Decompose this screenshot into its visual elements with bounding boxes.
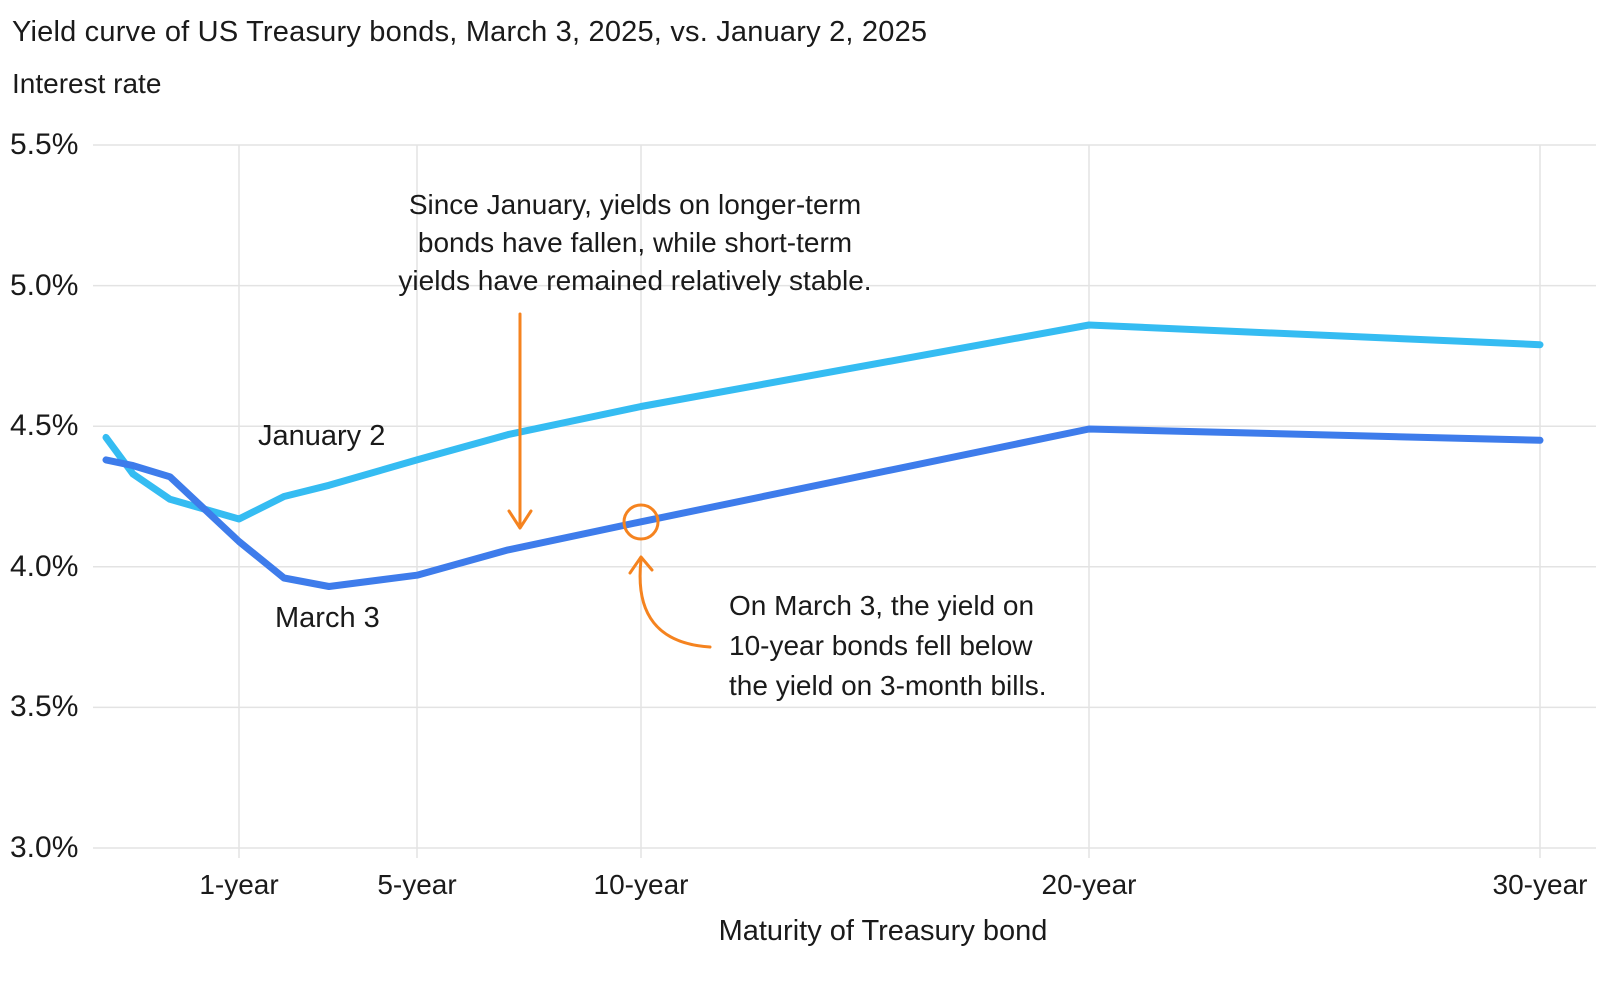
curved-arrow-line	[638, 558, 712, 649]
y-tick-label: 3.0%	[10, 831, 79, 864]
down-arrow-head-icon	[507, 509, 533, 530]
y-tick-label: 3.5%	[10, 690, 79, 724]
y-tick-label: 4.0%	[10, 549, 79, 583]
series-line-january-2	[102, 321, 1544, 523]
y-axis-label: Interest rate	[12, 68, 162, 99]
x-tick-label: 5-year	[377, 869, 457, 900]
series-line-march-3	[102, 425, 1544, 590]
curved-arrow-head-icon	[628, 555, 654, 575]
x-tick-label: 30-year	[1492, 869, 1588, 900]
x-tick-label: 20-year	[1041, 869, 1137, 900]
annotation-march-crossing: On March 3, the yield on 10-year bonds f…	[729, 590, 1047, 701]
annotation-since-january: Since January, yields on longer-term bon…	[398, 189, 872, 296]
x-axis-label: Maturity of Treasury bond	[718, 915, 1048, 947]
y-tick-label: 5.0%	[10, 268, 79, 302]
series-label-march-3: March 3	[275, 602, 380, 634]
x-tick-label: 10-year	[593, 869, 689, 900]
highlight-circle-10-year	[622, 503, 660, 541]
chart-title: Yield curve of US Treasury bonds, March …	[12, 16, 928, 48]
y-tick-label: 5.5%	[10, 128, 79, 161]
x-tick-label: 1-year	[199, 869, 279, 900]
series-label-january-2: January 2	[258, 420, 386, 452]
y-tick-label: 4.5%	[10, 409, 79, 443]
